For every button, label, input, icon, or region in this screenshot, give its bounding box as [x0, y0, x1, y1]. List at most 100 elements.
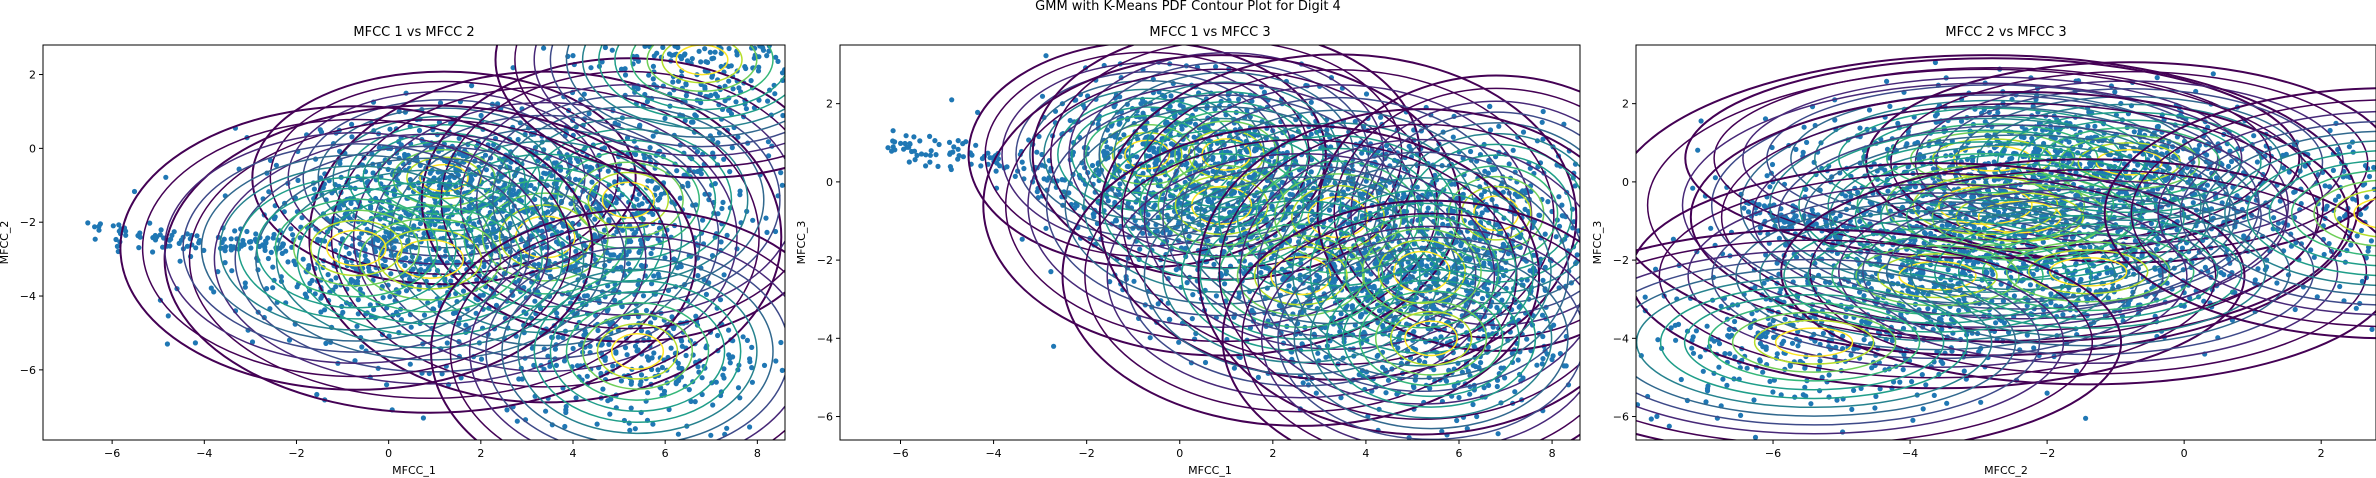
data-point [1486, 382, 1492, 388]
data-point [646, 357, 652, 363]
data-point [460, 288, 467, 294]
data-point [453, 310, 459, 316]
data-point [532, 298, 538, 304]
data-point [1496, 123, 1502, 129]
data-point [1383, 143, 1390, 149]
data-point [918, 151, 925, 157]
contour-line [1084, 138, 1518, 413]
data-point [1168, 141, 1174, 147]
contour-line [182, 143, 531, 353]
data-point [403, 255, 409, 261]
data-point [376, 145, 382, 151]
data-point [1134, 154, 1140, 160]
data-point [184, 231, 190, 237]
data-point [682, 118, 688, 124]
contour-line [296, 181, 564, 337]
data-point [410, 266, 416, 272]
data-point [1512, 191, 1518, 197]
data-point [638, 379, 644, 385]
data-point [270, 285, 276, 291]
x-tick-label: 2 [477, 447, 484, 460]
data-point [1540, 277, 1546, 283]
data-point [1183, 162, 1189, 168]
data-point [744, 337, 751, 343]
data-point [241, 241, 247, 248]
data-point [1168, 93, 1174, 99]
data-point [695, 273, 701, 279]
contour-line [119, 105, 594, 391]
data-point [1214, 226, 1221, 232]
contour-line [581, 45, 785, 129]
data-point [639, 241, 645, 247]
data-point [288, 226, 294, 232]
data-point [618, 66, 625, 72]
data-point [636, 202, 642, 208]
data-point [228, 243, 234, 249]
data-point [1479, 210, 1485, 216]
data-point [493, 234, 499, 241]
contour-line [565, 45, 785, 139]
contour-line [1027, 82, 1416, 329]
data-point [85, 220, 91, 226]
data-point [1343, 305, 1349, 311]
data-point [228, 236, 234, 242]
data-point [398, 317, 404, 323]
data-point [599, 341, 605, 347]
data-point [1512, 389, 1518, 395]
data-point [152, 237, 159, 243]
data-point [407, 276, 413, 282]
data-point [1104, 144, 1110, 150]
data-point [1472, 235, 1478, 241]
data-point [371, 306, 377, 313]
data-point [1422, 359, 1428, 365]
data-point [270, 264, 276, 270]
data-point [249, 339, 256, 345]
contour-line [581, 312, 694, 390]
data-point [1479, 295, 1486, 302]
data-point [606, 200, 612, 206]
data-point [339, 236, 346, 242]
data-point [1352, 118, 1358, 125]
data-point [370, 170, 376, 176]
data-point [1286, 283, 1292, 289]
data-point [1197, 148, 1203, 154]
contour-line [540, 139, 717, 261]
data-point [483, 167, 489, 173]
data-point [1475, 247, 1481, 253]
plot-area [885, 45, 1580, 440]
data-point [1255, 374, 1261, 380]
data-point [1316, 276, 1322, 282]
data-point [1179, 126, 1185, 132]
plot-area [85, 45, 785, 440]
data-point [1089, 162, 1096, 169]
data-point [1525, 209, 1532, 215]
contour-line [587, 171, 670, 229]
contour-line [1143, 176, 1458, 376]
data-point [1145, 212, 1151, 218]
contour-line [338, 205, 523, 313]
contour-line [481, 192, 609, 282]
data-point [923, 152, 929, 158]
contour-line [572, 161, 684, 239]
data-point [1418, 261, 1425, 267]
data-point [563, 407, 569, 413]
data-point [1176, 339, 1182, 345]
data-point [354, 323, 360, 329]
data-point [1157, 178, 1163, 184]
data-point [337, 206, 343, 212]
data-point [707, 49, 713, 55]
data-point [628, 379, 635, 385]
data-point [775, 58, 781, 64]
data-point [645, 198, 651, 204]
contour-line [501, 257, 774, 440]
data-point [1574, 252, 1580, 258]
data-point [917, 138, 923, 144]
data-point [270, 235, 276, 241]
data-point [1553, 234, 1559, 240]
data-point [131, 188, 138, 195]
data-point [779, 182, 785, 188]
data-point [1379, 322, 1386, 328]
data-point [1563, 363, 1569, 369]
